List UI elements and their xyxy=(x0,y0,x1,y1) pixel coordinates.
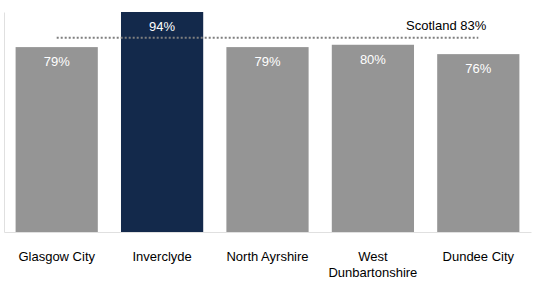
data-label: 94% xyxy=(149,19,175,34)
x-tick: North Ayrshire xyxy=(226,232,308,264)
x-tick-label: Inverclyde xyxy=(132,249,191,264)
x-axis-line xyxy=(5,232,532,233)
x-tick-label: Glasgow City xyxy=(18,249,95,264)
reference-label: Scotland 83% xyxy=(406,18,487,33)
bar xyxy=(16,47,98,232)
x-tick: WestDunbartonshire xyxy=(328,232,417,280)
x-tick: Dundee City xyxy=(443,232,515,264)
bar xyxy=(437,54,519,232)
x-tick-label: North Ayrshire xyxy=(226,249,308,264)
bar xyxy=(332,45,414,232)
y-axis-line xyxy=(4,13,5,233)
data-label: 76% xyxy=(465,61,491,76)
x-tick: Glasgow City xyxy=(18,232,95,264)
y-axis xyxy=(4,13,5,233)
reference-line xyxy=(57,37,479,39)
x-axis: Glasgow City Inverclyde North Ayrshire West… xyxy=(5,232,532,280)
x-tick: Inverclyde xyxy=(132,232,191,264)
chart: Glasgow City Inverclyde North Ayrshire West… xyxy=(0,0,534,290)
x-tick-label: Dundee City xyxy=(443,249,515,264)
data-label: 79% xyxy=(44,54,70,69)
data-label: 79% xyxy=(254,54,280,69)
bar xyxy=(226,47,308,232)
bars xyxy=(16,12,520,232)
data-label: 80% xyxy=(360,52,386,67)
x-tick-label: WestDunbartonshire xyxy=(328,249,417,280)
bar xyxy=(121,12,203,232)
